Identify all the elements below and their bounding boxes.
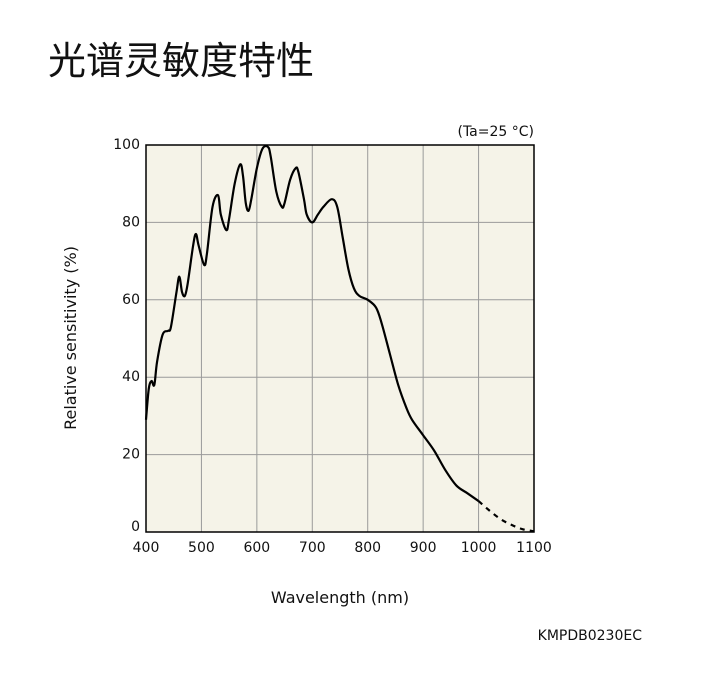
sensitivity-curve <box>477 500 535 533</box>
x-tick-label: 500 <box>188 540 215 556</box>
y-tick-label: 40 <box>122 369 140 385</box>
x-tick-label: 1100 <box>516 540 552 556</box>
x-tick-label: 700 <box>299 540 326 556</box>
x-tick-label: 1000 <box>461 540 497 556</box>
x-axis-label: Wavelength (nm) <box>271 588 409 607</box>
x-tick-label: 400 <box>133 540 160 556</box>
plot-background <box>146 145 534 532</box>
x-tick-label: 600 <box>243 540 270 556</box>
y-tick-label: 80 <box>122 214 140 230</box>
page-title: 光谱灵敏度特性 <box>48 39 314 83</box>
y-tick-label: 60 <box>122 292 140 308</box>
x-tick-label: 900 <box>410 540 437 556</box>
y-axis-label: Relative sensitivity (%) <box>61 246 80 430</box>
y-tick-label: 100 <box>113 137 140 153</box>
condition: (Ta=25 °C) <box>457 124 534 140</box>
figure-code: KMPDB0230EC <box>538 628 643 644</box>
sensitivity-curve <box>144 144 480 502</box>
y-tick-label: 0 <box>131 519 140 535</box>
x-tick-label: 800 <box>354 540 381 556</box>
y-tick-label: 20 <box>122 447 140 463</box>
plot-border <box>145 144 535 533</box>
